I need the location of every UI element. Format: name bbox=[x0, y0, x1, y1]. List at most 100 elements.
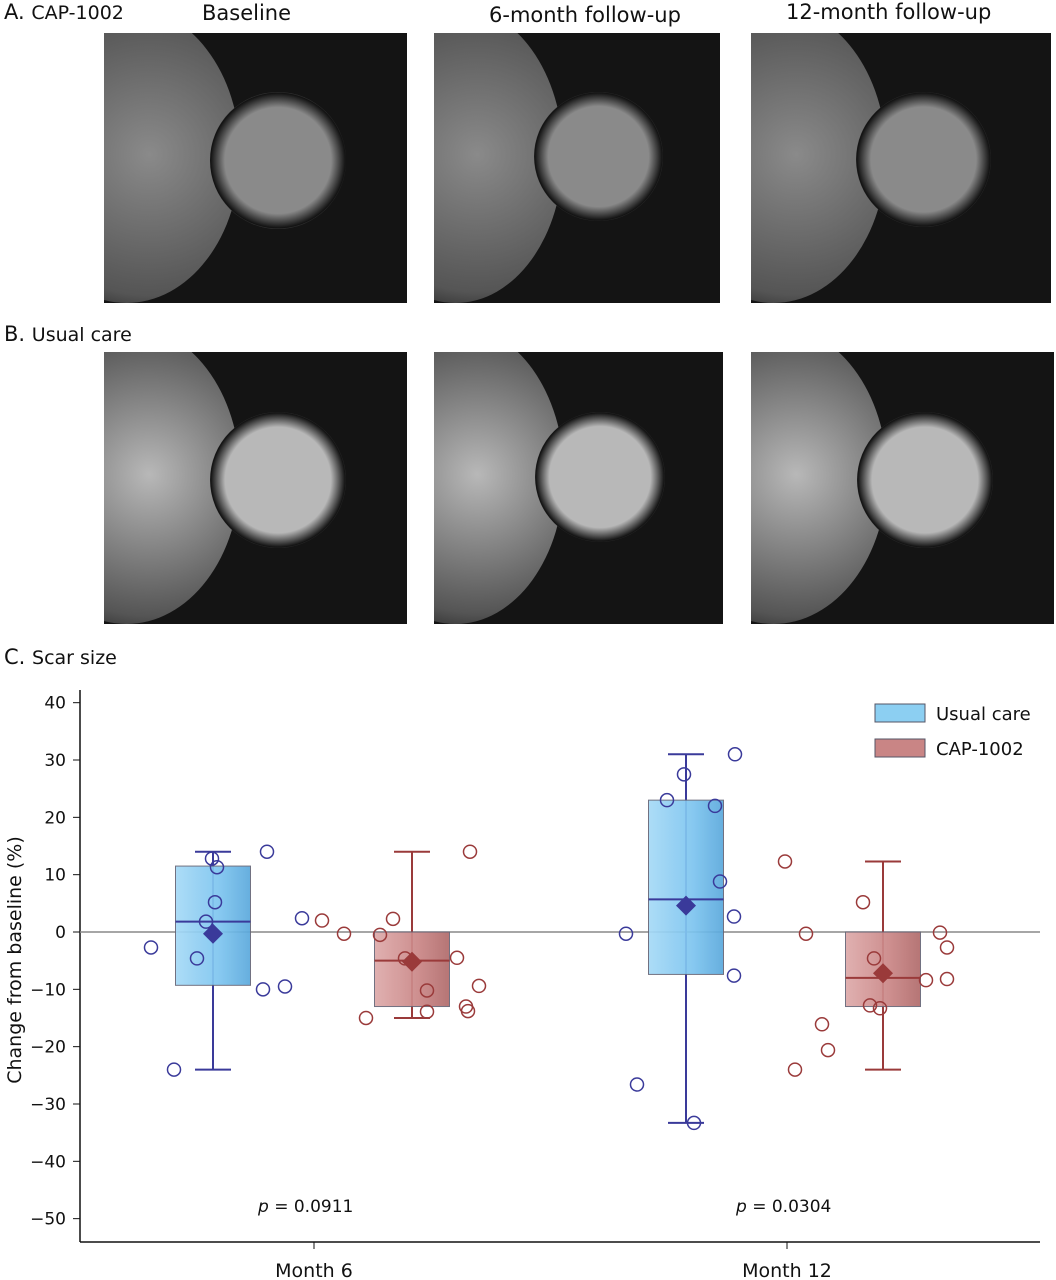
panel-a-label: A. CAP-1002 bbox=[4, 0, 124, 24]
data-point-cap-1002 bbox=[939, 971, 955, 987]
data-point-usual-care bbox=[189, 951, 205, 966]
mri-cap-6-month bbox=[434, 33, 720, 303]
data-point-usual-care bbox=[277, 979, 293, 994]
data-point-usual-care bbox=[686, 1115, 702, 1131]
y-tick-label: −30 bbox=[30, 1095, 66, 1115]
mri-usual-6-month bbox=[434, 352, 723, 624]
p-value: = 0.0911 bbox=[274, 1197, 353, 1217]
data-point-usual-care bbox=[727, 747, 743, 762]
mri-tissue bbox=[210, 92, 347, 229]
y-tick-label: 0 bbox=[55, 923, 66, 943]
y-tick-label: −50 bbox=[30, 1210, 66, 1230]
mri-cap-baseline bbox=[104, 33, 407, 303]
data-point-cap-1002 bbox=[820, 1042, 836, 1058]
data-point-usual-care bbox=[143, 940, 159, 955]
mri-tissue bbox=[534, 92, 663, 222]
y-tick-label: −10 bbox=[30, 980, 66, 1000]
p-value-month-12: p = 0.0304 bbox=[735, 1197, 831, 1217]
data-point-usual-care bbox=[707, 798, 723, 814]
p-label: p bbox=[735, 1197, 747, 1217]
data-point-cap-1002 bbox=[918, 972, 934, 988]
y-tick-label: −40 bbox=[30, 1152, 66, 1172]
data-point-cap-1002 bbox=[314, 913, 330, 928]
y-tick-label: 30 bbox=[44, 751, 66, 771]
x-tick-month-6: Month 6 bbox=[275, 1260, 353, 1280]
data-point-cap-1002 bbox=[866, 951, 882, 966]
panel-b-label: B. Usual care bbox=[4, 322, 132, 346]
y-tick-label: 20 bbox=[44, 808, 66, 828]
data-point-cap-1002 bbox=[336, 926, 352, 941]
legend-swatch-cap-1002 bbox=[874, 738, 926, 758]
box-usual-care-month-6 bbox=[175, 865, 251, 986]
legend-label-usual-care: Usual care bbox=[936, 704, 1031, 725]
data-point-cap-1002 bbox=[419, 1004, 435, 1019]
legend-label-cap-1002: CAP-1002 bbox=[936, 739, 1024, 760]
p-value: = 0.0304 bbox=[752, 1197, 831, 1217]
data-point-usual-care bbox=[659, 792, 675, 808]
panel-group: Usual care bbox=[31, 324, 132, 346]
data-point-cap-1002 bbox=[419, 983, 435, 998]
p-label: p bbox=[257, 1197, 269, 1217]
data-point-usual-care bbox=[629, 1077, 645, 1092]
data-point-usual-care bbox=[676, 767, 692, 782]
mean-marker-cap-1002-month-12 bbox=[873, 963, 893, 984]
data-point-cap-1002 bbox=[460, 1003, 476, 1019]
x-tick-month-12: Month 12 bbox=[742, 1260, 832, 1280]
data-point-usual-care bbox=[618, 926, 634, 941]
data-point-cap-1002 bbox=[471, 978, 487, 994]
column-12-month: 12-month follow-up bbox=[786, 0, 992, 24]
data-point-usual-care bbox=[712, 874, 728, 889]
data-point-usual-care bbox=[726, 909, 742, 924]
data-point-cap-1002 bbox=[939, 940, 955, 955]
data-point-cap-1002 bbox=[372, 927, 388, 943]
data-point-usual-care bbox=[207, 894, 223, 910]
mean-marker-usual-care-month-6 bbox=[203, 923, 223, 944]
panel-title: Scar size bbox=[32, 647, 117, 669]
column-baseline: Baseline bbox=[202, 1, 292, 25]
y-tick-label: 40 bbox=[44, 694, 66, 714]
mean-marker-usual-care-month-12 bbox=[676, 895, 696, 916]
panel-letter: B. bbox=[4, 322, 26, 346]
legend: Usual care CAP-1002 bbox=[874, 703, 1031, 760]
mri-usual-12-month bbox=[751, 352, 1054, 624]
panel-letter: A. bbox=[4, 0, 25, 24]
data-point-cap-1002 bbox=[862, 998, 878, 1013]
data-point-usual-care bbox=[726, 968, 742, 983]
mri-tissue bbox=[210, 411, 347, 549]
data-point-usual-care bbox=[166, 1062, 182, 1077]
data-point-cap-1002 bbox=[777, 854, 793, 869]
data-point-cap-1002 bbox=[798, 926, 814, 941]
column-6-month: 6-month follow-up bbox=[489, 3, 681, 27]
panel-c-label: C. Scar size bbox=[4, 645, 117, 669]
panel-letter: C. bbox=[4, 645, 26, 669]
mri-tissue bbox=[856, 92, 991, 228]
legend-swatch-usual-care bbox=[874, 703, 926, 723]
data-point-cap-1002 bbox=[814, 1017, 830, 1032]
data-point-usual-care bbox=[204, 851, 220, 866]
data-point-cap-1002 bbox=[449, 950, 465, 966]
box-usual-care-month-12 bbox=[648, 799, 724, 975]
data-point-usual-care bbox=[198, 914, 214, 929]
mri-cap-12-month bbox=[751, 33, 1051, 303]
data-point-cap-1002 bbox=[787, 1062, 803, 1077]
mri-usual-baseline bbox=[104, 352, 407, 624]
data-point-cap-1002 bbox=[932, 925, 948, 940]
y-tick-label: 10 bbox=[44, 866, 66, 886]
data-point-cap-1002 bbox=[462, 844, 478, 859]
data-point-usual-care bbox=[209, 859, 225, 875]
panel-group: CAP-1002 bbox=[31, 2, 124, 24]
mri-tissue bbox=[535, 411, 666, 542]
data-point-cap-1002 bbox=[872, 1000, 888, 1016]
data-point-usual-care bbox=[294, 910, 310, 926]
data-point-cap-1002 bbox=[397, 951, 413, 966]
mri-tissue bbox=[857, 411, 994, 549]
p-value-month-6: p = 0.0911 bbox=[257, 1197, 353, 1217]
data-point-cap-1002 bbox=[358, 1010, 374, 1026]
data-point-cap-1002 bbox=[385, 911, 401, 927]
data-point-cap-1002 bbox=[855, 894, 871, 910]
y-axis-label: Change from baseline (%) bbox=[4, 836, 26, 1084]
mean-marker-cap-1002-month-6 bbox=[402, 951, 422, 972]
data-point-usual-care bbox=[259, 844, 275, 859]
